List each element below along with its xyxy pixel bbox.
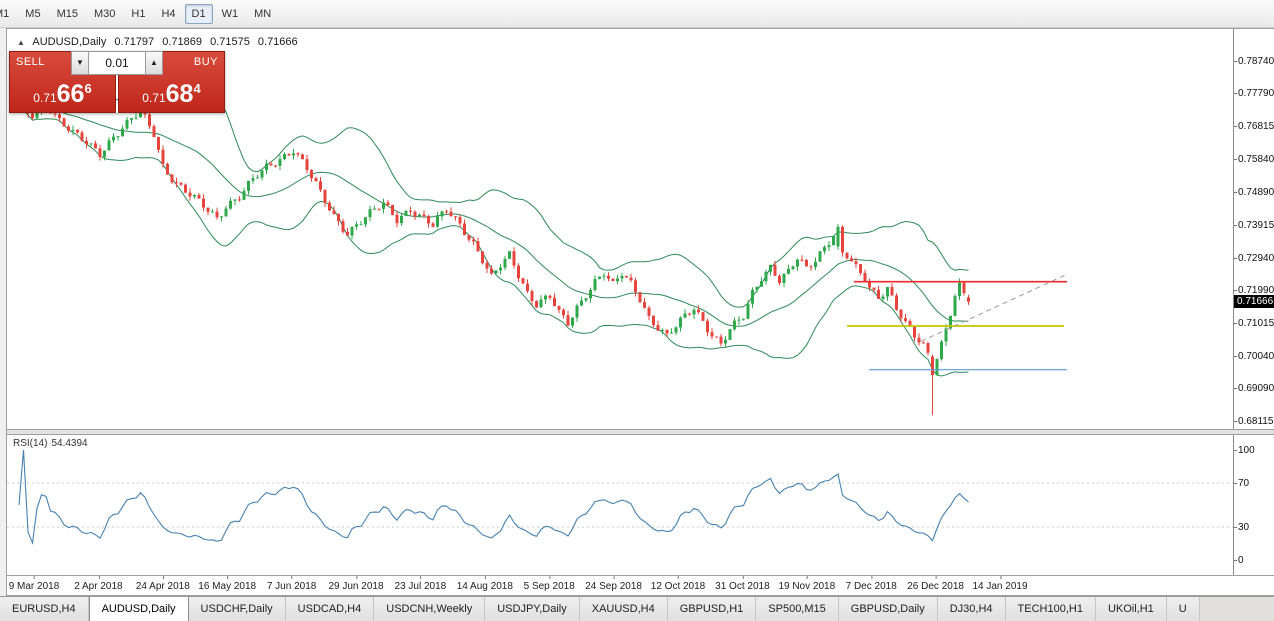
date-axis-label: 23 Jul 2018 (394, 576, 447, 592)
date-axis-label: 26 Dec 2018 (907, 576, 964, 592)
date-axis-label: 14 Aug 2018 (456, 576, 513, 592)
chart-tab-eurusd-h4[interactable]: EURUSD,H4 (0, 597, 89, 621)
timeframe-button-m1[interactable]: M1 (0, 7, 10, 20)
chart-tab-gbpusd-daily[interactable]: GBPUSD,Daily (838, 597, 938, 621)
ohlc-close: 0.71666 (257, 36, 298, 48)
chart-tab-usdcnh-weekly[interactable]: USDCNH,Weekly (374, 597, 486, 621)
main-price-pane: ▲ AUDUSD,Daily 0.71797 0.71869 0.71575 0… (7, 29, 1274, 429)
date-axis-label: 16 May 2018 (198, 576, 257, 592)
timeframe-button-w1[interactable]: W1 (221, 7, 239, 20)
rsi-axis-label: 100 (1234, 445, 1255, 456)
date-axis[interactable]: 9 Mar 2018 2 Apr 2018 24 Apr 2018 16 May 20… (7, 575, 1274, 595)
date-axis-label: 14 Jan 2019 (972, 576, 1028, 592)
timeframe-button-m5[interactable]: M5 (25, 7, 41, 20)
price-axis-label: 0.72940 (1233, 252, 1274, 264)
date-axis-label: 29 Jun 2018 (328, 576, 384, 592)
volume-increment-icon: ▲ (150, 58, 158, 67)
timeframe-button-m30[interactable]: M30 (93, 7, 116, 20)
symbol-marker-icon: ▲ (17, 38, 25, 47)
chart-header: ▲ AUDUSD,Daily 0.71797 0.71869 0.71575 0… (17, 36, 303, 48)
price-axis-label: 0.74890 (1233, 186, 1274, 198)
price-chart-plot[interactable]: ▲ AUDUSD,Daily 0.71797 0.71869 0.71575 0… (7, 29, 1233, 429)
price-axis-label: 0.76815 (1233, 121, 1274, 133)
date-axis-label: 7 Jun 2018 (266, 576, 317, 592)
ohlc-open: 0.71797 (114, 36, 155, 48)
chart-tab-tech100-h1[interactable]: TECH100,H1 (1005, 597, 1096, 621)
volume-decrement-icon: ▼ (76, 58, 84, 67)
candlestick-chart (7, 29, 1233, 429)
chart-tab-usdcad-h4[interactable]: USDCAD,H4 (285, 597, 375, 621)
chart-tab-dj30-h4[interactable]: DJ30,H4 (937, 597, 1006, 621)
buy-price-big: 68 (165, 80, 194, 108)
rsi-axis-label: 30 (1233, 522, 1250, 533)
rsi-line-chart (7, 435, 1233, 575)
volume-increment-button[interactable]: ▲ (145, 51, 163, 75)
chart-tabs-bar: EURUSD,H4 AUDUSD,Daily USDCHF,Daily USDCAD,… (0, 596, 1274, 621)
date-axis-label: 19 Nov 2018 (778, 576, 836, 592)
chart-window: ▲ AUDUSD,Daily 0.71797 0.71869 0.71575 0… (6, 28, 1274, 596)
price-axis-label: 0.71990 (1233, 284, 1274, 296)
timeframe-button-h1[interactable]: H1 (131, 7, 146, 20)
price-axis-label: 0.68115 (1233, 416, 1274, 428)
timeframe-button-m15[interactable]: M15 (56, 7, 78, 20)
ohlc-high: 0.71869 (162, 36, 202, 48)
price-axis-label: 0.70040 (1233, 350, 1274, 362)
current-price-badge: 0.71666 (1234, 294, 1274, 308)
date-axis-label: 7 Dec 2018 (845, 576, 897, 592)
price-axis-label: 0.77790 (1233, 88, 1274, 100)
chart-tab-u[interactable]: U (1166, 597, 1200, 621)
price-axis-label: 0.71015 (1233, 317, 1274, 329)
chart-tab-ukoil-h1[interactable]: UKOil,H1 (1095, 597, 1167, 621)
rsi-axis-label: 0 (1234, 555, 1244, 566)
rsi-axis-label: 70 (1233, 478, 1250, 489)
chart-tab-audusd-daily[interactable]: AUDUSD,Daily (88, 597, 189, 621)
volume-control: ▼ ▲ (71, 51, 163, 75)
date-axis-label: 2 Apr 2018 (74, 576, 123, 592)
buy-price-pip: 4 (193, 81, 201, 96)
timeframe-toolbar: M1 M5 M15 M30 H1 H4 D1 W1 MN (0, 0, 1274, 28)
date-axis-label: 12 Oct 2018 (650, 576, 706, 592)
chart-tab-usdjpy-daily[interactable]: USDJPY,Daily (485, 597, 580, 621)
volume-input[interactable] (89, 51, 145, 75)
chart-tab-xauusd-h4[interactable]: XAUUSD,H4 (579, 597, 668, 621)
date-axis-label: 31 Oct 2018 (715, 576, 770, 592)
volume-decrement-button[interactable]: ▼ (71, 51, 89, 75)
date-axis-label: 9 Mar 2018 (8, 576, 60, 592)
one-click-trade-panel: SELL 0.71666 BUY 0.71684 ▼ ▲ (9, 51, 225, 113)
ohlc-low: 0.71575 (210, 36, 250, 48)
chart-tab-usdchf-daily[interactable]: USDCHF,Daily (188, 597, 286, 621)
price-axis[interactable]: 0.71666 0.78740 0.77790 0.76815 0.75840 0.74… (1233, 29, 1274, 429)
pane-splitter[interactable] (7, 429, 1274, 435)
sell-price: 0.71666 (10, 82, 115, 107)
chart-tab-gbpusd-h1[interactable]: GBPUSD,H1 (667, 597, 757, 621)
sell-price-big: 66 (56, 80, 85, 108)
date-axis-label: 24 Apr 2018 (135, 576, 190, 592)
rsi-axis[interactable]: 100 70 30 0 (1233, 435, 1274, 575)
rsi-pane: RSI(14) 54.4394 100 70 30 0 (7, 435, 1274, 575)
timeframe-button-h4[interactable]: H4 (161, 7, 176, 20)
chart-symbol-label: AUDUSD,Daily (32, 36, 107, 48)
rsi-plot[interactable]: RSI(14) 54.4394 (7, 435, 1233, 575)
buy-button-label: BUY (193, 56, 218, 68)
sell-button-label: SELL (16, 56, 45, 68)
buy-price: 0.71684 (119, 82, 224, 107)
date-axis-label: 5 Sep 2018 (523, 576, 575, 592)
sell-price-pip: 6 (84, 81, 92, 96)
price-axis-label: 0.75840 (1233, 154, 1274, 166)
sell-price-prefix: 0.71 (33, 91, 57, 105)
timeframe-button-d1[interactable]: D1 (184, 3, 213, 24)
date-axis-label: 24 Sep 2018 (585, 576, 642, 592)
price-axis-label: 0.73915 (1233, 219, 1274, 231)
chart-tab-sp500-m15[interactable]: SP500,M15 (756, 597, 839, 621)
buy-price-prefix: 0.71 (142, 91, 166, 105)
rsi-indicator-label: RSI(14) 54.4394 (13, 438, 92, 449)
rsi-value: 54.4394 (51, 438, 88, 449)
price-axis-label: 0.69090 (1233, 383, 1274, 395)
timeframe-button-mn[interactable]: MN (254, 7, 272, 20)
rsi-name: RSI(14) (13, 438, 48, 449)
price-axis-label: 0.78740 (1233, 56, 1274, 68)
